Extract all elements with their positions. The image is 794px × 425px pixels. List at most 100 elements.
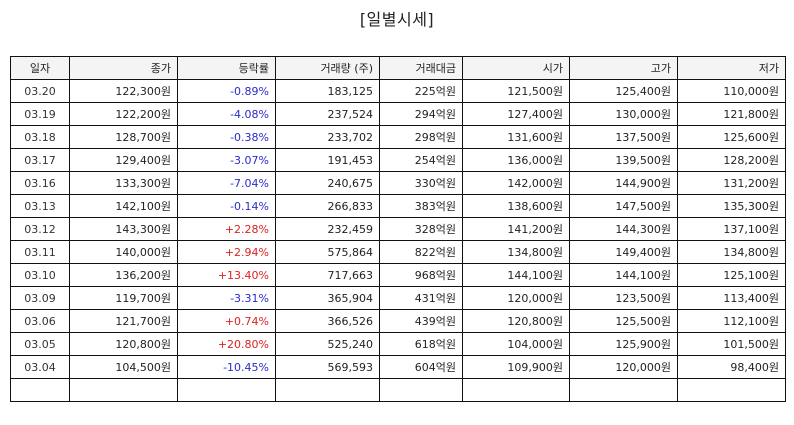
cell-amount: 431억원 — [379, 286, 463, 310]
cell-close: 120,800원 — [69, 332, 178, 356]
cell-change: -3.07% — [177, 148, 276, 172]
cell-high: 120,000원 — [569, 355, 678, 379]
cell-high: 147,500원 — [569, 194, 678, 218]
cell-volume: 366,526 — [275, 309, 380, 333]
cell-open: 127,400원 — [462, 102, 570, 126]
header-amount: 거래대금 — [379, 56, 463, 80]
cell-low — [677, 378, 786, 402]
cell-close: 122,200원 — [69, 102, 178, 126]
cell-low: 98,400원 — [677, 355, 786, 379]
cell-low: 137,100원 — [677, 217, 786, 241]
table-row: 03.04 104,500원 -10.45% 569,593 604억원 109,900원… — [10, 355, 786, 379]
cell-open: 138,600원 — [462, 194, 570, 218]
table-row: 03.12 143,300원 +2.28% 232,459 328억원 141,200원 1… — [10, 217, 786, 241]
cell-amount: 330억원 — [379, 171, 463, 195]
table-row — [10, 378, 786, 402]
cell-close: 136,200원 — [69, 263, 178, 287]
cell-change: -3.31% — [177, 286, 276, 310]
cell-high: 130,000원 — [569, 102, 678, 126]
table-row: 03.20 122,300원 -0.89% 183,125 225억원 121,500원 1… — [10, 79, 786, 103]
cell-amount: 225억원 — [379, 79, 463, 103]
cell-amount: 618억원 — [379, 332, 463, 356]
cell-change: -0.14% — [177, 194, 276, 218]
cell-high: 137,500원 — [569, 125, 678, 149]
cell-low: 134,800원 — [677, 240, 786, 264]
table-row: 03.18 128,700원 -0.38% 233,702 298억원 131,600원 1… — [10, 125, 786, 149]
cell-amount: 822억원 — [379, 240, 463, 264]
cell-low: 131,200원 — [677, 171, 786, 195]
cell-high: 144,100원 — [569, 263, 678, 287]
table-row: 03.06 121,700원 +0.74% 366,526 439억원 120,800원 1… — [10, 309, 786, 333]
cell-close: 104,500원 — [69, 355, 178, 379]
header-close: 종가 — [69, 56, 178, 80]
cell-amount: 298억원 — [379, 125, 463, 149]
cell-amount: 604억원 — [379, 355, 463, 379]
cell-change: +13.40% — [177, 263, 276, 287]
cell-date: 03.19 — [10, 102, 70, 126]
cell-volume: 232,459 — [275, 217, 380, 241]
cell-low: 125,100원 — [677, 263, 786, 287]
cell-high: 123,500원 — [569, 286, 678, 310]
cell-close: 128,700원 — [69, 125, 178, 149]
cell-date: 03.10 — [10, 263, 70, 287]
cell-high: 144,300원 — [569, 217, 678, 241]
cell-open — [462, 378, 570, 402]
cell-open: 104,000원 — [462, 332, 570, 356]
cell-low: 121,800원 — [677, 102, 786, 126]
cell-low: 112,100원 — [677, 309, 786, 333]
cell-change: -0.38% — [177, 125, 276, 149]
cell-low: 101,500원 — [677, 332, 786, 356]
cell-volume: 183,125 — [275, 79, 380, 103]
cell-change: +2.28% — [177, 217, 276, 241]
cell-volume: 237,524 — [275, 102, 380, 126]
cell-date: 03.05 — [10, 332, 70, 356]
cell-high: 149,400원 — [569, 240, 678, 264]
daily-price-table: 일자 종가 등락률 거래량 (주) 거래대금 시가 고가 저가 03.20 122… — [10, 56, 786, 402]
cell-high: 125,400원 — [569, 79, 678, 103]
table-row: 03.19 122,200원 -4.08% 237,524 294억원 127,400원 1… — [10, 102, 786, 126]
table-row: 03.11 140,000원 +2.94% 575,864 822억원 134,800원 1… — [10, 240, 786, 264]
table-body: 03.20 122,300원 -0.89% 183,125 225억원 121,500원 1… — [10, 79, 786, 402]
cell-high: 139,500원 — [569, 148, 678, 172]
cell-amount — [379, 378, 463, 402]
cell-open: 120,800원 — [462, 309, 570, 333]
cell-date: 03.18 — [10, 125, 70, 149]
cell-amount: 968억원 — [379, 263, 463, 287]
cell-volume: 266,833 — [275, 194, 380, 218]
cell-change: -10.45% — [177, 355, 276, 379]
table-row: 03.16 133,300원 -7.04% 240,675 330억원 142,000원 1… — [10, 171, 786, 195]
cell-date: 03.20 — [10, 79, 70, 103]
cell-close: 143,300원 — [69, 217, 178, 241]
cell-low: 125,600원 — [677, 125, 786, 149]
cell-change: -7.04% — [177, 171, 276, 195]
cell-open: 120,000원 — [462, 286, 570, 310]
cell-close: 129,400원 — [69, 148, 178, 172]
cell-open: 121,500원 — [462, 79, 570, 103]
cell-amount: 254억원 — [379, 148, 463, 172]
cell-open: 134,800원 — [462, 240, 570, 264]
cell-volume: 191,453 — [275, 148, 380, 172]
cell-close — [69, 378, 178, 402]
cell-close: 142,100원 — [69, 194, 178, 218]
cell-date: 03.13 — [10, 194, 70, 218]
header-open: 시가 — [462, 56, 570, 80]
cell-amount: 383억원 — [379, 194, 463, 218]
cell-close: 119,700원 — [69, 286, 178, 310]
header-high: 고가 — [569, 56, 678, 80]
table-row: 03.17 129,400원 -3.07% 191,453 254억원 136,000원 1… — [10, 148, 786, 172]
cell-change: +0.74% — [177, 309, 276, 333]
cell-low: 135,300원 — [677, 194, 786, 218]
cell-high: 125,900원 — [569, 332, 678, 356]
cell-volume: 717,663 — [275, 263, 380, 287]
cell-change — [177, 378, 276, 402]
cell-change: -4.08% — [177, 102, 276, 126]
cell-close: 122,300원 — [69, 79, 178, 103]
cell-date: 03.17 — [10, 148, 70, 172]
cell-open: 141,200원 — [462, 217, 570, 241]
cell-open: 144,100원 — [462, 263, 570, 287]
cell-close: 140,000원 — [69, 240, 178, 264]
header-date: 일자 — [10, 56, 70, 80]
cell-volume: 365,904 — [275, 286, 380, 310]
cell-date: 03.11 — [10, 240, 70, 264]
cell-date: 03.12 — [10, 217, 70, 241]
